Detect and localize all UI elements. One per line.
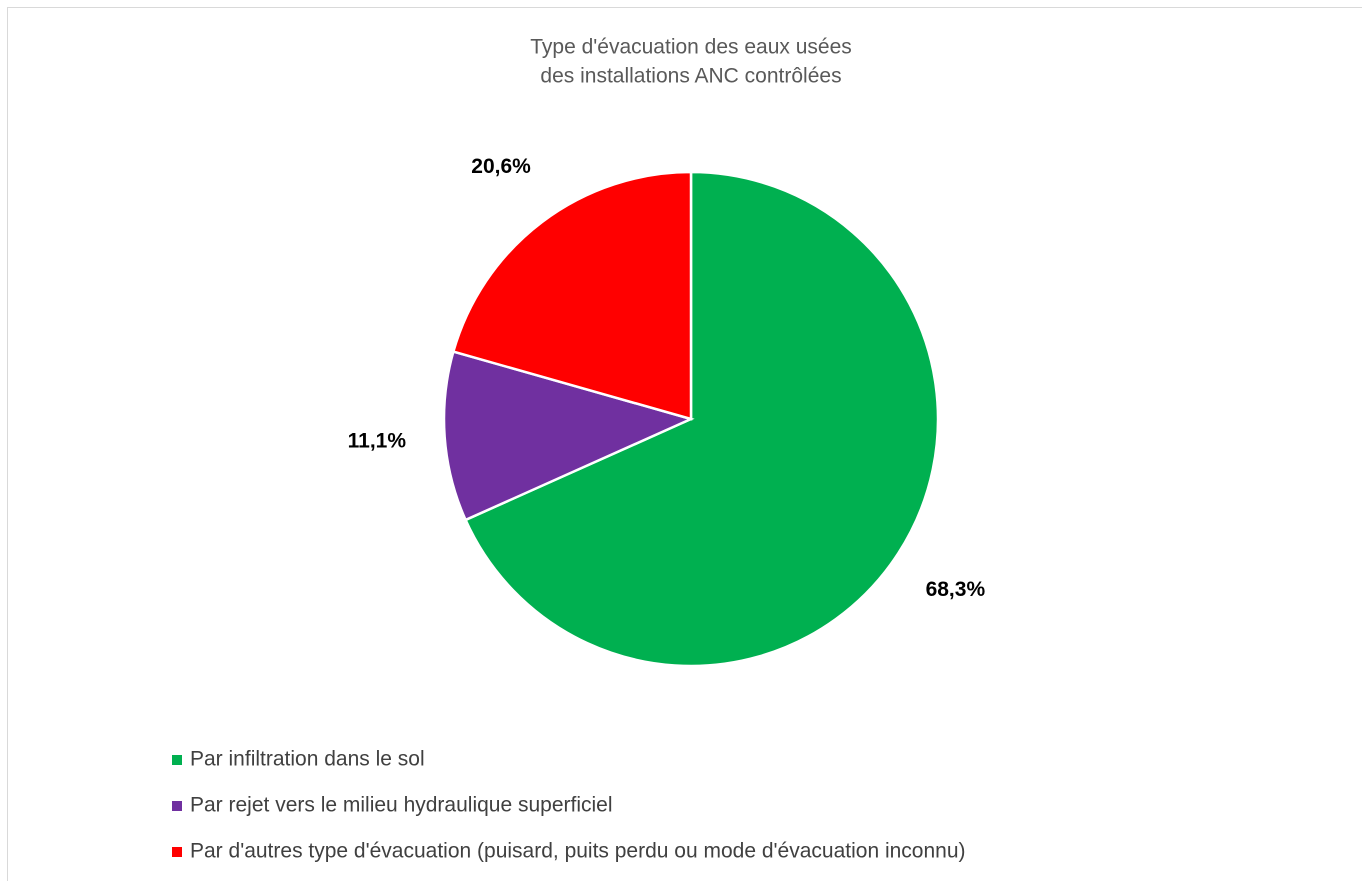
pie-slice	[463, 170, 940, 668]
data-label: 68,3%	[926, 578, 986, 601]
data-label: 11,1%	[348, 429, 407, 452]
legend-label: Par infiltration dans le sol	[190, 748, 425, 771]
legend-swatch	[172, 801, 182, 811]
legend-swatch	[172, 847, 182, 857]
data-label: 20,6%	[471, 155, 531, 178]
legend-swatch	[172, 755, 182, 765]
pie-slice	[442, 350, 695, 522]
legend-label: Par d'autres type d'évacuation (puisard,…	[190, 840, 966, 863]
legend-label: Par rejet vers le milieu hydraulique sup…	[190, 794, 613, 817]
pie-slice	[451, 170, 693, 421]
chart-title: Type d'évacuation des eaux usées	[530, 36, 852, 59]
chart-title: des installations ANC contrôlées	[540, 65, 841, 88]
